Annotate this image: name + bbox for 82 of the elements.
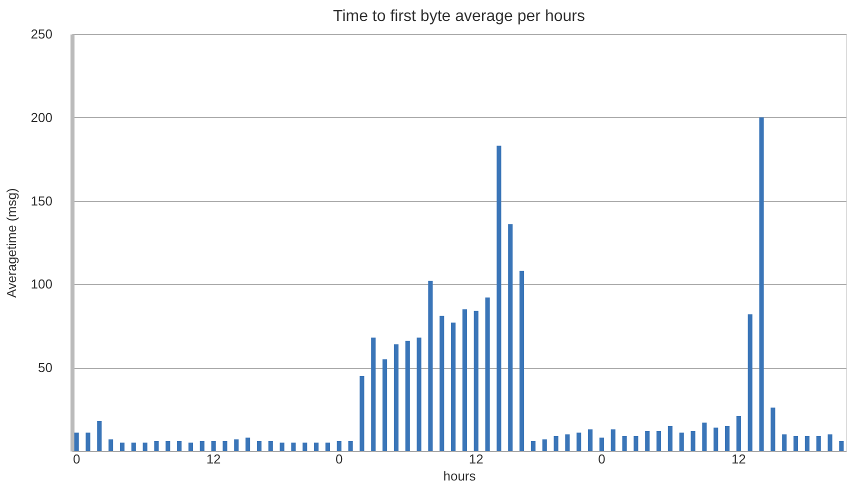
- x-tick-label: 12: [468, 452, 484, 466]
- bar: [622, 436, 627, 451]
- bar: [382, 359, 388, 451]
- bar: [702, 422, 707, 451]
- bar: [645, 430, 650, 451]
- bar: [679, 432, 684, 451]
- bar: [256, 440, 262, 451]
- bar: [74, 432, 79, 451]
- bar: [336, 440, 342, 451]
- bar: [793, 436, 798, 451]
- bar: [166, 440, 170, 451]
- bar: [576, 432, 582, 451]
- y-tick-label: 100: [30, 276, 52, 292]
- x-tick-label: 0: [72, 452, 80, 466]
- x-tick-label: 0: [336, 452, 343, 466]
- y-tick-label: 250: [30, 26, 52, 42]
- x-tick-label: 12: [731, 452, 746, 466]
- bar: [485, 298, 490, 451]
- bar: [188, 442, 194, 451]
- bar: [736, 416, 741, 451]
- bar: [782, 434, 787, 451]
- bar: [268, 440, 273, 451]
- bar: [131, 442, 136, 451]
- bar: [588, 429, 593, 451]
- bar: [211, 440, 216, 451]
- bar: [474, 310, 478, 451]
- bar: [508, 224, 513, 451]
- bar: [724, 426, 730, 451]
- bar: [759, 117, 764, 451]
- bar: [816, 436, 821, 451]
- bar: [496, 146, 502, 451]
- x-axis-title: hours: [443, 468, 476, 484]
- bar: [428, 280, 433, 451]
- bar: [246, 438, 250, 451]
- bar: [462, 309, 467, 451]
- bar: [280, 442, 284, 451]
- bar: [610, 429, 616, 451]
- bar: [690, 430, 696, 451]
- x-tick-label: 0: [598, 452, 606, 466]
- bar: [154, 440, 159, 451]
- bar: [804, 436, 810, 451]
- bar: [554, 436, 558, 451]
- bar: [314, 442, 319, 451]
- bar: [634, 436, 638, 451]
- bar: [656, 430, 662, 451]
- bar: [440, 316, 444, 451]
- bar: [142, 442, 148, 451]
- bar: [177, 440, 182, 451]
- bar: [325, 442, 330, 451]
- bar: [360, 376, 364, 451]
- bar: [451, 322, 456, 451]
- bar: [348, 440, 353, 451]
- y-axis-title: Averagetime (msg): [4, 188, 19, 298]
- bar: [748, 314, 752, 451]
- bar: [234, 439, 239, 451]
- bar: [828, 434, 832, 451]
- bar: [291, 442, 296, 451]
- y-tick-label: 150: [30, 193, 52, 208]
- bar: [405, 340, 410, 451]
- bar: [530, 440, 536, 451]
- bar: [565, 434, 570, 451]
- bar: [97, 420, 102, 451]
- bar: [394, 344, 398, 451]
- bar: [86, 432, 90, 451]
- bar: [542, 439, 547, 451]
- bar: [108, 439, 114, 451]
- bar: [839, 440, 844, 451]
- bar: [371, 338, 376, 451]
- y-tick-label: 50: [38, 360, 52, 376]
- bar: [520, 270, 524, 451]
- bar: [302, 442, 308, 451]
- bar: [770, 408, 776, 451]
- bar: [200, 440, 204, 451]
- x-tick-label: 12: [206, 452, 221, 466]
- bar: [599, 438, 604, 451]
- bar: [714, 428, 718, 451]
- y-tick-label: 200: [30, 110, 52, 125]
- bar: [222, 440, 228, 451]
- bar: [668, 426, 672, 451]
- bar: [120, 442, 125, 451]
- chart-title: Time to first byte average per hours: [333, 8, 585, 25]
- bar: [416, 338, 422, 451]
